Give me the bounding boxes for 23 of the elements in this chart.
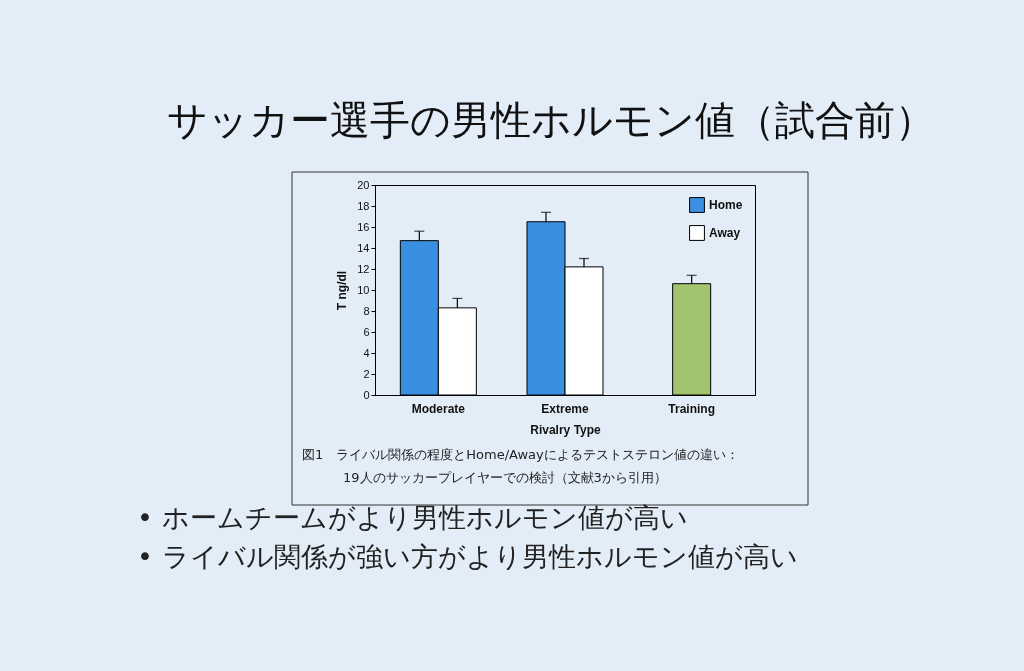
y-tick-label: 18 — [357, 199, 370, 212]
y-tick-label: 20 — [357, 178, 370, 191]
chart-title: サッカー選手の男性ホルモン値（試合前） — [167, 96, 935, 143]
y-tick-label: 10 — [357, 283, 370, 296]
x-tick-label: Moderate — [411, 401, 466, 416]
x-tick-label: Extreme — [541, 401, 589, 416]
x-tick-label: Training — [668, 401, 715, 416]
x-axis-title: Rivalry Type — [530, 422, 602, 437]
y-tick-label: 0 — [363, 388, 370, 401]
y-tick-label: 2 — [363, 367, 370, 380]
text: 19人のサッカープレイヤーでの検討（文献3から引用） — [343, 470, 667, 485]
y-axis-title: T ng/dl — [335, 270, 350, 311]
y-tick-label: 14 — [357, 241, 370, 254]
legend-label: Home — [709, 198, 743, 212]
text: • ライバル関係が強い方がより男性ホルモン値が高い — [137, 541, 798, 572]
y-tick-label: 12 — [357, 262, 370, 275]
y-tick-label: 16 — [357, 220, 370, 233]
caption: 図1 ライバル関係の程度とHome/Awayによるテストステロン値の違い： — [302, 447, 739, 462]
y-tick-label: 6 — [363, 325, 370, 338]
y-tick-label: 8 — [363, 304, 370, 317]
text: • ホームチームがより男性ホルモン値が高い — [137, 502, 688, 533]
y-tick-label: 4 — [363, 346, 370, 359]
legend-label: Away — [709, 226, 741, 240]
